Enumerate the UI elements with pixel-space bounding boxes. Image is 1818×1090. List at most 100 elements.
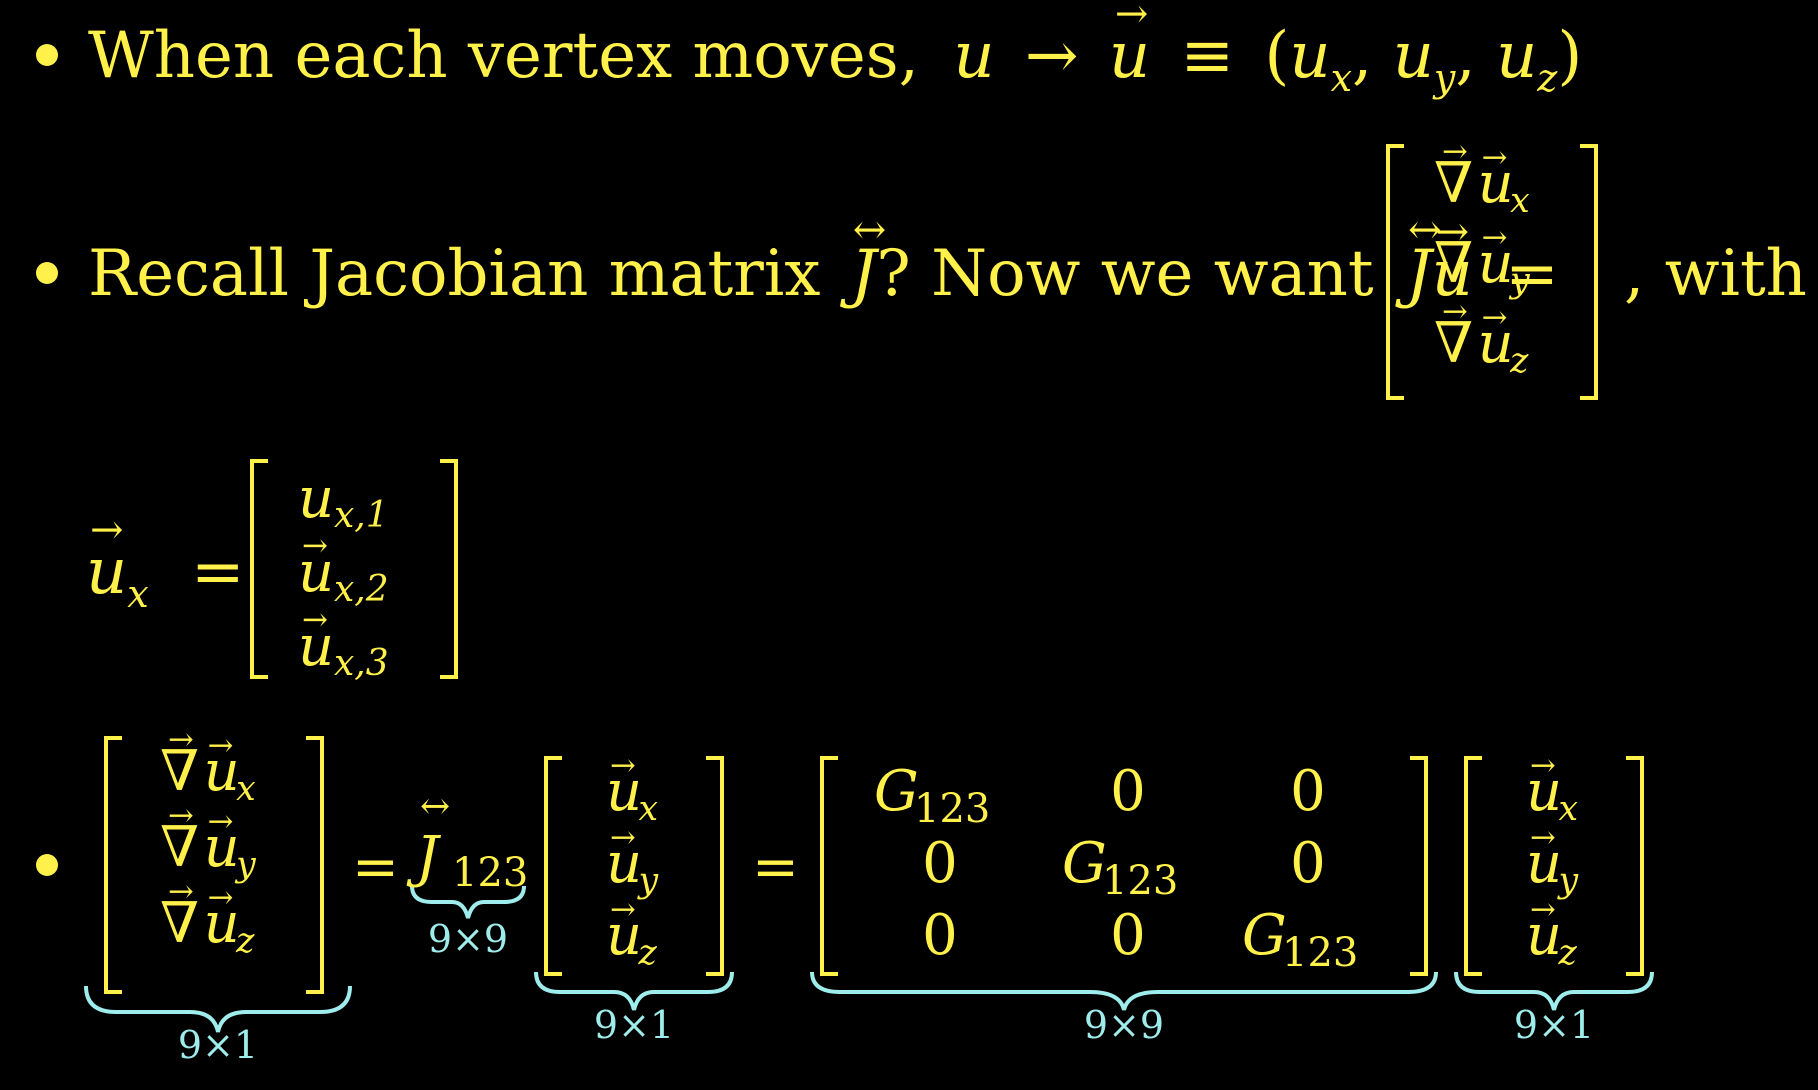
vec-arrow-icon: → <box>1114 0 1149 37</box>
uz-sub: z <box>1537 56 1558 100</box>
jacobian-J1: ↔ J <box>851 210 887 306</box>
right-bracket <box>440 459 458 679</box>
vector-base: u <box>606 831 642 896</box>
vector-subscript: x <box>1510 181 1530 221</box>
vector-base: u <box>1526 831 1562 896</box>
double-arrow-icon: ↔ <box>1407 207 1442 253</box>
left-bracket <box>250 459 268 679</box>
vec-arrow-icon: → <box>1435 209 1470 255</box>
lparen: ( <box>1264 19 1290 93</box>
grad-underbrace <box>84 985 352 1033</box>
vector-subscript: z <box>1557 933 1577 973</box>
line2-words-a: Recall Jacobian matrix <box>88 237 821 311</box>
vec-arrow-icon: → <box>610 819 636 855</box>
line3-column-vector: u x,1→u x,2→u x,3 <box>250 459 458 684</box>
matrix-right-bracket <box>1410 756 1428 976</box>
vec-arrow-icon: → <box>90 507 124 553</box>
nabla-icon: ∇ <box>160 891 199 956</box>
vector-base: u <box>606 903 642 968</box>
vec-arrow-icon: → <box>168 798 194 834</box>
vector-subscript: z <box>637 933 657 973</box>
matrix-entry-zero: 0 <box>922 903 958 968</box>
uy-base: u <box>1392 19 1434 93</box>
bullet-4 <box>36 854 58 876</box>
nabla-icon: ∇ <box>1434 151 1473 216</box>
arrow-symbol: → <box>1024 19 1079 93</box>
vec-arrow-icon: → <box>1530 819 1556 855</box>
equals-sign: = <box>352 835 399 900</box>
vec-arrow-icon: → <box>302 528 328 564</box>
vector-subscript: x,1 <box>334 495 389 536</box>
J-underbrace <box>410 885 526 919</box>
matrix-entry-G: G <box>874 759 919 824</box>
equiv-symbol: ≡ <box>1180 19 1235 93</box>
J2-base: J <box>1405 237 1432 311</box>
vec-u-2-base: u <box>1431 237 1473 311</box>
matrix-left-bracket <box>820 756 838 976</box>
vec-u-2: → u <box>1432 212 1473 306</box>
vector-subscript: x,2 <box>334 569 389 610</box>
vector-base: u <box>204 815 240 880</box>
left-bracket <box>1386 144 1404 400</box>
matrix-entry-zero: 0 <box>922 831 958 896</box>
line3-lhs: → u x = <box>86 510 245 616</box>
vector-base: u <box>298 466 334 531</box>
vector-subscript: y <box>1508 261 1530 301</box>
vec-arrow-icon: → <box>1442 214 1468 250</box>
vec-arrow-icon: → <box>1482 140 1508 175</box>
matrix-entry-subscript: 123 <box>1102 858 1178 904</box>
vector-subscript: z <box>1509 341 1529 381</box>
vec-ux: → u <box>86 510 127 604</box>
vec-arrow-icon: → <box>168 722 194 758</box>
equals-sign: = <box>752 835 799 900</box>
matrix-entry-G: G <box>1062 831 1107 896</box>
comma-2: , <box>1455 19 1476 93</box>
vec2-dimension-label: 9×1 <box>1514 1003 1594 1047</box>
vector-base: u <box>606 759 642 824</box>
jacobian-J2: ↔ J <box>1406 210 1442 306</box>
bullet-2 <box>36 262 58 284</box>
vector-subscript: y <box>234 845 256 885</box>
jacobian-J: J <box>406 825 442 890</box>
double-arrow-icon: ↔ <box>420 786 450 827</box>
line2-with: , with <box>1624 237 1807 311</box>
J1-base: J <box>850 237 877 311</box>
uz-base: u <box>1496 19 1538 93</box>
vector-base: u <box>1526 903 1562 968</box>
matrix-entry-zero: 0 <box>1110 759 1146 824</box>
vec-arrow-icon: → <box>610 891 636 927</box>
var-u: u <box>953 19 995 93</box>
vec-left-bracket <box>544 756 562 976</box>
vector-base: u <box>298 540 334 605</box>
vec-underbrace <box>534 971 734 1011</box>
J-dimension-label: 9×9 <box>428 917 508 961</box>
jacobian-subscript: 123 <box>452 850 528 896</box>
matrix-entry-zero: 0 <box>1290 831 1326 896</box>
vec-arrow-icon: → <box>1442 294 1468 330</box>
grad-right-bracket <box>306 736 324 994</box>
vec-arrow-icon: → <box>168 874 194 910</box>
ux-base: u <box>1289 19 1331 93</box>
vec-arrow-icon: → <box>302 602 328 638</box>
grad-left-bracket <box>104 736 122 994</box>
matrix-underbrace <box>810 971 1438 1011</box>
bullet-1 <box>36 44 58 66</box>
nabla-icon: ∇ <box>1434 311 1473 376</box>
vec-arrow-icon: → <box>1442 140 1468 170</box>
vector-subscript: x <box>638 789 658 829</box>
line2-gradient-vector: →∇ →ux→∇ →uy→∇ →uz <box>1386 140 1598 400</box>
line2-words-b: ? Now we want <box>876 237 1374 311</box>
line1-words: When each vertex moves, <box>88 19 919 93</box>
vector-subscript: y <box>1556 861 1578 901</box>
rparen: ) <box>1557 19 1583 93</box>
vector-base: u <box>204 891 240 956</box>
vec-ux-sub: x <box>127 572 149 616</box>
vector-subscript: x <box>1558 789 1578 829</box>
line1-text: When each vertex moves, u → → u ≡ (ux, u… <box>88 0 1582 100</box>
double-arrow-icon: ↔ <box>852 207 887 253</box>
vec-u-base: u <box>1108 19 1151 93</box>
vec-arrow-icon: → <box>208 727 234 763</box>
ux-sub: x <box>1330 56 1352 100</box>
